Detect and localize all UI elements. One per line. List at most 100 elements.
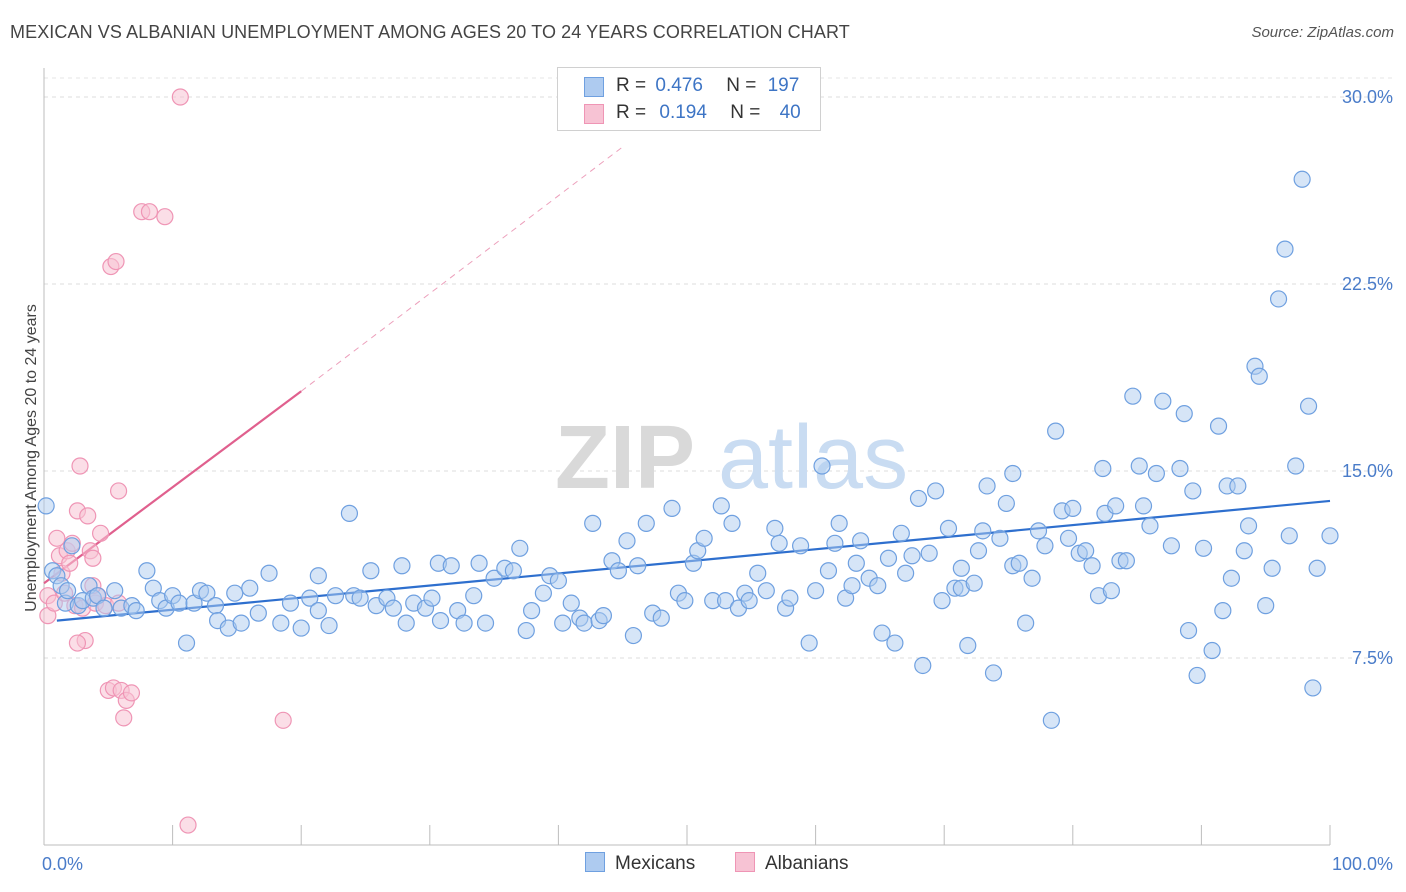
- mexicans-point: [1299, 397, 1318, 415]
- watermark-zip: ZIP: [555, 408, 695, 508]
- legend-n-label: N =: [730, 102, 761, 123]
- mexicans-point: [978, 477, 996, 495]
- mexicans-point: [1184, 482, 1202, 500]
- mexicans-point: [1194, 539, 1213, 557]
- trend-lines: [43, 146, 1331, 622]
- mexicans-point: [241, 579, 259, 597]
- mexicans-point: [1263, 559, 1281, 577]
- mexicans-point: [1107, 497, 1125, 515]
- mexicans-point: [770, 534, 788, 552]
- legend-r-label: R =: [616, 102, 647, 123]
- mexicans-point: [939, 519, 958, 537]
- mexicans-point: [431, 611, 450, 630]
- legend-n-label: N =: [726, 75, 757, 96]
- mexicans-point: [362, 562, 380, 580]
- albanians-point: [107, 252, 125, 271]
- mexicans-point: [1235, 542, 1253, 560]
- mexicans-point: [485, 569, 503, 587]
- mexicans-point: [309, 602, 327, 620]
- mexicans-point: [517, 621, 535, 640]
- mexicans-point: [723, 514, 741, 532]
- mexicans-point: [712, 497, 730, 515]
- mexicans-point: [138, 562, 156, 580]
- mexicans-point: [791, 537, 810, 555]
- mexicans-point: [609, 562, 628, 580]
- mexicans-point: [465, 587, 483, 605]
- mexicans-point: [584, 514, 602, 532]
- mexicans-point: [933, 592, 951, 610]
- mexicans-point: [523, 602, 541, 620]
- y-tick-label: 30.0%: [1342, 87, 1393, 107]
- watermark: ZIP atlas: [555, 408, 908, 508]
- legend-text-albanians: R = 0.194 N = 40: [616, 102, 801, 124]
- mexicans-point: [1134, 497, 1153, 515]
- mexicans-point: [920, 544, 938, 562]
- albanians-point: [156, 208, 174, 226]
- mexicans-point: [676, 592, 694, 610]
- mexicans-point: [695, 529, 713, 547]
- bottom-legend-label-albanians: Albanians: [765, 853, 849, 874]
- mexicans-point: [1154, 392, 1172, 410]
- data-points: [37, 88, 1339, 834]
- mexicans-point: [1130, 457, 1148, 475]
- mexicans-point: [170, 594, 188, 612]
- mexicans-point: [886, 634, 904, 652]
- mexicans-point: [1222, 569, 1241, 587]
- mexicans-point: [1188, 666, 1206, 685]
- albanians-point: [122, 684, 141, 702]
- legend: R = 0.476 N = 197 R = 0.194 N = 40: [557, 67, 821, 131]
- mexicans-point: [1308, 559, 1326, 577]
- mexicans-point: [1117, 552, 1135, 570]
- mexicans-point: [766, 519, 784, 537]
- albanians-point: [115, 709, 133, 727]
- mexicans-point: [249, 604, 267, 622]
- mexicans-point: [198, 584, 216, 602]
- mexicans-point: [95, 599, 113, 617]
- mexicans-point: [470, 554, 488, 572]
- mexicans-point: [1250, 367, 1268, 385]
- mexicans-point: [1141, 517, 1159, 535]
- legend-r-label: R =: [616, 75, 647, 96]
- x-tick-label: 100.0%: [1332, 854, 1393, 874]
- mexicans-point: [1004, 464, 1022, 483]
- x-tick-label: 0.0%: [42, 854, 83, 874]
- mexicans-point: [847, 554, 865, 572]
- mexicans-point: [873, 624, 891, 642]
- mexicans-point: [106, 582, 124, 600]
- mexicans-point: [1239, 517, 1258, 535]
- mexicans-point: [511, 539, 529, 557]
- legend-r-value: 0.194: [659, 102, 707, 123]
- mexicans-point: [740, 592, 758, 610]
- mexicans-point: [974, 522, 992, 540]
- mexicans-point: [260, 564, 278, 582]
- mexicans-point: [1171, 459, 1189, 478]
- mexicans-point: [716, 592, 735, 610]
- mexicans-point: [127, 602, 145, 620]
- mexicans-point: [1094, 459, 1112, 478]
- bottom-legend-swatch-blue: [585, 852, 605, 872]
- bottom-legend-label-mexicans: Mexicans: [615, 853, 696, 874]
- mexicans-point: [232, 614, 250, 632]
- mexicans-point: [442, 557, 460, 575]
- mexicans-point: [991, 529, 1009, 547]
- legend-n-value: 197: [767, 75, 800, 96]
- mexicans-point: [1321, 527, 1339, 545]
- mexicans-point: [594, 607, 613, 625]
- mexicans-point: [629, 557, 647, 575]
- albanians-point: [61, 554, 79, 572]
- y-tick-label: 7.5%: [1352, 648, 1393, 668]
- axes: [43, 68, 1331, 846]
- mexicans-point: [1175, 405, 1193, 423]
- bottom-legend-mexicans: Mexicans: [585, 852, 695, 875]
- watermark-atlas: atlas: [718, 408, 908, 508]
- mexicans-point: [1064, 499, 1082, 517]
- mexicans-point: [1023, 569, 1041, 587]
- albanians-point: [274, 711, 292, 729]
- mexicans-point: [1203, 641, 1221, 660]
- mexicans-point: [272, 614, 290, 632]
- legend-swatch-pink: [584, 104, 604, 124]
- mexicans-point: [749, 564, 767, 582]
- albanians-point: [171, 88, 189, 106]
- mexicans-point: [351, 589, 369, 607]
